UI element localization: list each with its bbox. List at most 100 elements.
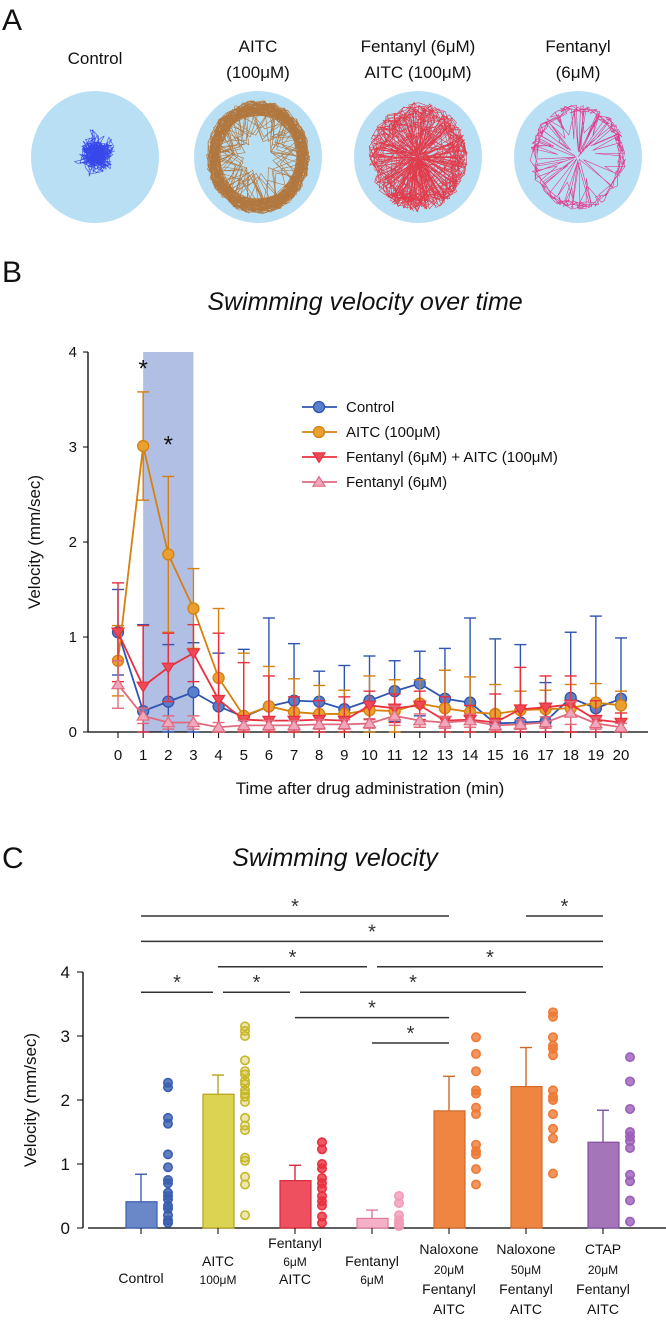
data-point [186,715,201,728]
data-dot [393,1198,404,1209]
data-dot [547,1011,558,1022]
bar [202,1093,235,1229]
data-point [613,720,629,733]
legend-label: Fentanyl (6μM) [346,474,447,491]
data-point [463,714,478,726]
data-dot [624,1076,635,1087]
arena-title: Fentanyl (6μM) [361,37,476,56]
data-dot [240,1031,251,1042]
data-dot [163,1162,174,1173]
x-tick-label: 1 [139,747,147,764]
x-tick-label: 2 [164,747,172,764]
chart-c-title: Swimming velocity [232,844,439,872]
data-dot [163,1082,174,1093]
arena-title: AITC (100μM) [364,63,471,82]
bar [356,1217,389,1229]
bar-group-5: Naloxone 50μM Fentanyl AITC [496,1007,558,1317]
arena-title: AITC [239,37,278,56]
data-point [187,602,200,615]
y-tick-label: 0 [61,1219,70,1238]
y-tick-label: 2 [61,1091,70,1110]
significance-asterisk: * [138,355,147,382]
data-dot [470,1149,481,1160]
category-label: Fentanyl [576,1281,630,1297]
x-tick-label: 7 [290,747,298,764]
data-dot [470,1066,481,1077]
data-dot [470,1048,481,1059]
category-label: AITC [433,1301,465,1317]
bar-group-6: CTAP 20μM Fentanyl AITC [576,1052,635,1317]
data-dot [240,1210,251,1221]
data-point [187,685,200,699]
panel-a-trajectories: Control AITC (100μM) Fentanyl (6μM) AITC (10… [31,37,642,223]
data-point [412,700,427,712]
data-point [136,439,150,453]
significance-asterisk: * [368,921,376,943]
legend-marker [311,475,327,487]
significance-asterisk: * [253,972,261,994]
data-dot [316,1163,327,1174]
y-tick-label: 0 [69,724,77,741]
data-point [261,718,276,731]
data-point [362,700,377,712]
panel-label-c: C [2,842,24,875]
arena-title: Control [68,49,123,68]
data-dot [547,1050,558,1061]
chart-b-title: Swimming velocity over time [207,288,522,316]
category-label: Fentanyl [268,1235,322,1251]
bar [125,1201,158,1229]
legend: Control AITC (100μM) Fentanyl (6μM) + AITC… [302,399,558,491]
significance-asterisk: * [407,1023,415,1045]
chart-c-velocity-bars: 01234ControlAITC100μMFentanyl6μMAITCFent… [61,896,666,1317]
legend-marker [312,425,326,439]
significance-asterisk: * [164,431,173,458]
data-point [236,718,251,731]
bar-group-4: Naloxone 20μM Fentanyl AITC [419,1032,481,1317]
category-label: 6μM [360,1273,384,1287]
category-label: Fentanyl [422,1281,476,1297]
series-3 [110,660,629,733]
x-tick-label: 10 [361,747,378,764]
x-tick-label: 9 [340,747,348,764]
y-tick-label: 1 [69,629,77,646]
data-dot [624,1143,635,1154]
bar-group-3: Fentanyl 6μM [345,1191,404,1287]
data-dot [163,1178,174,1189]
data-dot [163,1149,174,1160]
category-label: 6μM [283,1255,307,1269]
bar-group-2: Fentanyl 6μM AITC [268,1137,327,1287]
category-label: 20μM [434,1263,464,1277]
data-point [136,681,151,693]
data-dot [240,1096,251,1107]
category-label: 20μM [588,1263,618,1277]
significance-asterisk: * [561,896,569,918]
x-tick-label: 13 [437,747,454,764]
data-dot [624,1195,635,1206]
data-dot [240,1179,251,1190]
data-point [110,627,126,639]
x-tick-label: 14 [462,747,479,764]
legend-label: Fentanyl (6μM) + AITC (100μM) [346,449,558,466]
data-dot [393,1221,404,1232]
category-label: Fentanyl [345,1253,399,1269]
significance-asterisk: * [289,947,297,969]
data-dot [240,1155,251,1166]
data-point [186,648,201,660]
data-point [162,548,175,561]
data-point [387,709,402,721]
x-tick-label: 15 [487,747,504,764]
legend-label: AITC (100μM) [346,424,441,441]
category-label: AITC [279,1271,311,1287]
swim-trajectory [73,128,116,177]
data-dot [240,1075,251,1086]
data-dot [316,1144,327,1155]
data-dot [547,1123,558,1134]
arena-title: Fentanyl [545,37,610,56]
y-tick-label: 3 [61,1027,70,1046]
legend-marker [311,452,327,464]
data-dot [470,1109,481,1120]
bar-group-1: AITC 100μM [200,1021,251,1287]
data-point [161,662,176,674]
data-point [211,720,226,733]
significance-asterisk: * [291,896,299,918]
